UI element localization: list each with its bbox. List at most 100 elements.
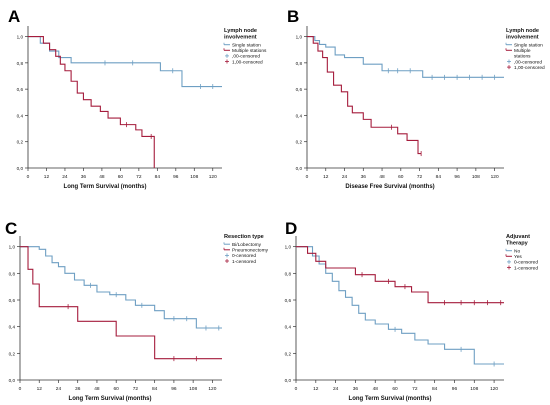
x-tick-label: 108 <box>190 174 198 180</box>
x-tick-label: 60 <box>392 386 398 392</box>
x-tick-label: 24 <box>56 386 62 392</box>
legend-entry-label: Bi/Lobectomy <box>232 242 262 248</box>
x-tick-label: 48 <box>379 174 385 180</box>
legend-entry-label: 1,00-censored <box>514 65 545 71</box>
x-tick-label: 108 <box>472 174 480 180</box>
y-tick-label: 0,8 <box>9 271 16 276</box>
legend-title: involvement <box>506 35 539 41</box>
x-tick-label: 120 <box>209 174 217 180</box>
y-tick-label: 1,0 <box>296 35 303 40</box>
x-axis-label: Long Term Survival (months) <box>64 184 147 190</box>
x-tick-label: 0 <box>295 386 298 392</box>
y-tick-label: 0,2 <box>285 351 292 356</box>
y-tick-label: 0,8 <box>285 271 292 276</box>
legend-title: Therapy <box>506 241 529 247</box>
x-tick-label: 48 <box>94 386 100 392</box>
x-tick-label: 96 <box>171 386 177 392</box>
x-tick-label: 96 <box>454 174 460 180</box>
y-tick-label: 0,6 <box>17 87 24 92</box>
y-tick-label: 0,6 <box>9 298 16 303</box>
legend-entry-label: Yes <box>514 254 522 260</box>
x-tick-label: 84 <box>152 386 158 392</box>
x-tick-label: 0 <box>27 174 30 180</box>
y-tick-label: 1,0 <box>9 245 16 250</box>
legend-entry-label: 0-censored <box>232 253 256 259</box>
x-tick-label: 72 <box>412 386 418 392</box>
x-tick-label: 12 <box>323 174 329 180</box>
x-tick-label: 60 <box>118 174 124 180</box>
survival-curve-blue <box>307 36 504 78</box>
x-tick-label: 96 <box>452 386 458 392</box>
survival-curve-red <box>28 36 155 168</box>
survival-curve-blue <box>296 246 504 365</box>
x-tick-label: 0 <box>19 386 22 392</box>
x-tick-label: 108 <box>470 386 478 392</box>
x-tick-label: 84 <box>432 386 438 392</box>
x-tick-label: 24 <box>62 174 68 180</box>
legend-entry-label: Single station <box>514 43 543 49</box>
legend-title: involvement <box>224 35 257 41</box>
x-tick-label: 36 <box>353 386 359 392</box>
x-tick-label: 24 <box>342 174 348 180</box>
legend-entry-label: No <box>514 249 520 255</box>
survival-curve-red <box>307 36 422 155</box>
panel-label: A <box>8 7 20 26</box>
legend-title: Adjuvant <box>506 234 530 240</box>
x-tick-label: 36 <box>361 174 367 180</box>
x-axis-label: Long Term Survival (months) <box>69 396 152 402</box>
y-tick-label: 0,0 <box>285 378 292 383</box>
km-panel-d: D 0,0 0,2 0,4 0,6 0,8 1,0 0 12 24 36 48 60 72 84 96 108 1… <box>285 219 539 402</box>
x-tick-label: 72 <box>417 174 423 180</box>
x-tick-label: 120 <box>208 386 216 392</box>
y-tick-label: 0,6 <box>296 87 303 92</box>
x-tick-label: 60 <box>398 174 404 180</box>
legend-title: Resection type <box>224 234 264 240</box>
y-tick-label: 0,0 <box>296 166 303 171</box>
x-tick-label: 84 <box>436 174 442 180</box>
km-panel-b: B 0,0 0,2 0,4 0,6 0,8 1,0 0 12 24 36 48 60 72 84 96 108 1… <box>287 7 545 190</box>
legend-entry-label: 1,00-censored <box>232 59 263 65</box>
x-tick-label: 84 <box>155 174 161 180</box>
y-tick-label: 0,8 <box>17 61 24 66</box>
y-tick-label: 0,2 <box>9 351 16 356</box>
x-tick-label: 0 <box>306 174 309 180</box>
survival-curve-blue <box>28 36 222 88</box>
panel-label: C <box>5 219 17 238</box>
x-tick-label: 60 <box>114 386 120 392</box>
legend-entry-label: Pneumonectomy <box>232 248 269 254</box>
x-tick-label: 36 <box>81 174 87 180</box>
survival-curve-red <box>20 246 222 360</box>
y-tick-label: 0,8 <box>296 61 303 66</box>
x-tick-label: 48 <box>373 386 379 392</box>
y-tick-label: 0,0 <box>9 378 16 383</box>
survival-curve-red <box>296 246 504 304</box>
x-tick-label: 48 <box>99 174 105 180</box>
legend-entry-label: 0-censored <box>514 260 538 266</box>
x-tick-label: 12 <box>44 174 50 180</box>
x-tick-label: 12 <box>313 386 319 392</box>
x-tick-label: 36 <box>75 386 81 392</box>
x-tick-label: 120 <box>491 174 499 180</box>
x-tick-label: 72 <box>133 386 139 392</box>
y-tick-label: 0,4 <box>296 113 303 118</box>
km-panel-c: C 0,0 0,2 0,4 0,6 0,8 1,0 0 12 24 36 48 60 72 84 96 108 1… <box>5 219 269 402</box>
x-tick-label: 108 <box>189 386 197 392</box>
legend: Resection type Bi/LobectomyPneumonectomy0… <box>223 234 269 265</box>
panel-label: D <box>285 219 297 238</box>
y-tick-label: 0,2 <box>17 140 24 145</box>
panel-label: B <box>287 7 299 26</box>
y-tick-label: 1,0 <box>17 35 24 40</box>
legend-entry-label: ,00-censored <box>514 59 542 65</box>
legend-title: Lymph node <box>506 28 539 34</box>
km-panel-a: A 0,0 0,2 0,4 0,6 0,8 1,0 0 12 24 36 48 60 72 84 96 108 1… <box>8 7 267 190</box>
x-tick-label: 72 <box>136 174 142 180</box>
legend-entry-label: Single station <box>232 43 261 49</box>
x-tick-label: 96 <box>173 174 179 180</box>
y-tick-label: 1,0 <box>285 245 292 250</box>
y-tick-label: 0,4 <box>9 325 16 330</box>
legend-entry-label: 1-censored <box>514 265 538 271</box>
